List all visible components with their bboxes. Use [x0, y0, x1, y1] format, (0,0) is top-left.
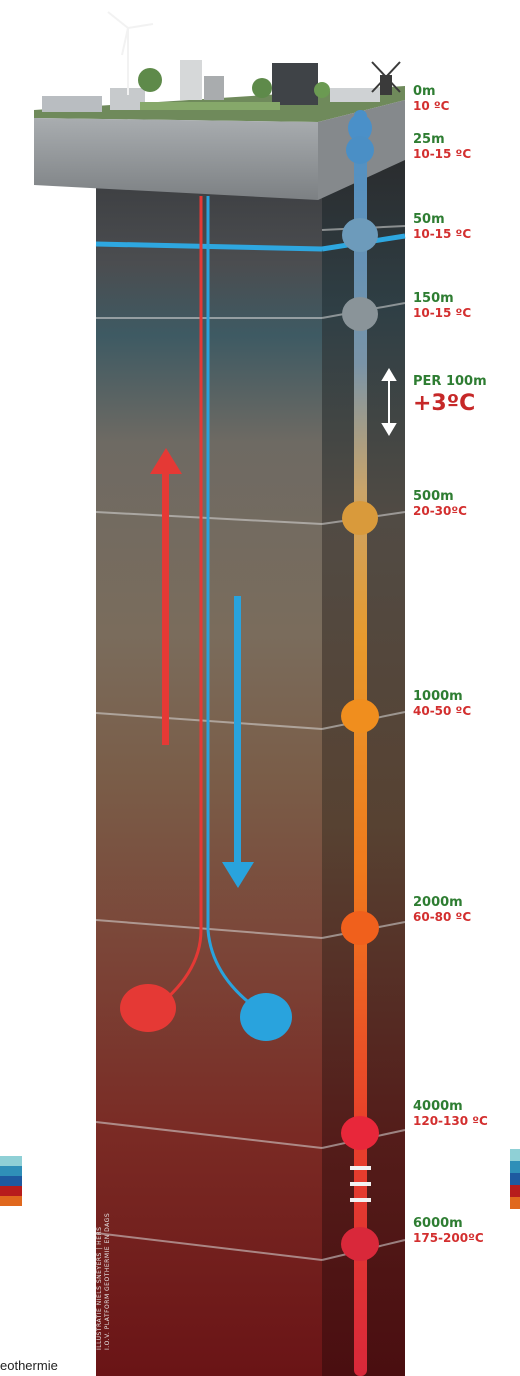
depth-label: 1000m	[413, 689, 463, 704]
marker-150m: 150m 10-15 ºC	[413, 291, 471, 321]
depth-label: 6000m	[413, 1216, 463, 1231]
city-skyline	[42, 60, 380, 112]
depth-label: 0m	[413, 84, 436, 99]
tube-break	[350, 1166, 371, 1202]
double-arrow-icon	[381, 368, 397, 436]
temp-label: 60-80 ºC	[413, 910, 472, 924]
gradient-note: PER 100m +3ºC	[413, 374, 487, 416]
marker-25m: 25m 10-15 ºC	[413, 132, 471, 162]
windmill-icon	[371, 61, 401, 95]
temp-label: 20-30ºC	[413, 504, 467, 518]
marker-4000m: 4000m 120-130 ºC	[413, 1099, 488, 1129]
marker-500m: 500m 20-30ºC	[413, 489, 467, 519]
marker-1000m: 1000m 40-50 ºC	[413, 689, 471, 719]
illustration-credit: ILLUSTRATIE NIELS SNEYERS | HERS I.O.V. …	[96, 1213, 116, 1350]
marker-2000m: 2000m 60-80 ºC	[413, 895, 471, 925]
right-color-strip	[510, 1149, 520, 1209]
cold-flow-arrow	[222, 596, 254, 888]
temp-label: 40-50 ºC	[413, 704, 472, 718]
credit-line-1: ILLUSTRATIE NIELS SNEYERS | HERS	[96, 1226, 103, 1350]
hot-flow-arrow	[150, 448, 182, 745]
caption-text: eothermie	[0, 1358, 58, 1373]
hot-reservoir	[120, 984, 176, 1032]
temp-label: 10-15 ºC	[413, 306, 472, 320]
depth-nodes	[341, 114, 379, 1261]
gradient-per-label: PER 100m	[413, 374, 487, 389]
depth-label: 150m	[413, 291, 454, 306]
depth-label: 2000m	[413, 895, 463, 910]
marker-0m: 0m 10 ºC	[413, 84, 449, 114]
depth-label: 50m	[413, 212, 445, 227]
depth-tube	[354, 110, 367, 1376]
temp-label: 10 ºC	[413, 99, 450, 113]
temp-label: 175-200ºC	[413, 1231, 484, 1245]
marker-6000m: 6000m 175-200ºC	[413, 1216, 484, 1246]
left-color-strip	[0, 1156, 22, 1206]
temp-label: 10-15 ºC	[413, 147, 472, 161]
depth-label: 4000m	[413, 1099, 463, 1114]
depth-label: 25m	[413, 132, 445, 147]
cold-reservoir	[240, 993, 292, 1041]
marker-50m: 50m 10-15 ºC	[413, 212, 471, 242]
temp-label: 10-15 ºC	[413, 227, 472, 241]
credit-line-2: I.O.V. PLATFORM GEOTHERMIE EN DAGS	[104, 1212, 111, 1350]
depth-label: 500m	[413, 489, 454, 504]
wind-turbine-icon	[107, 11, 154, 95]
gradient-value: +3ºC	[413, 391, 476, 416]
temp-label: 120-130 ºC	[413, 1114, 488, 1128]
surface-slab-front	[34, 118, 318, 200]
